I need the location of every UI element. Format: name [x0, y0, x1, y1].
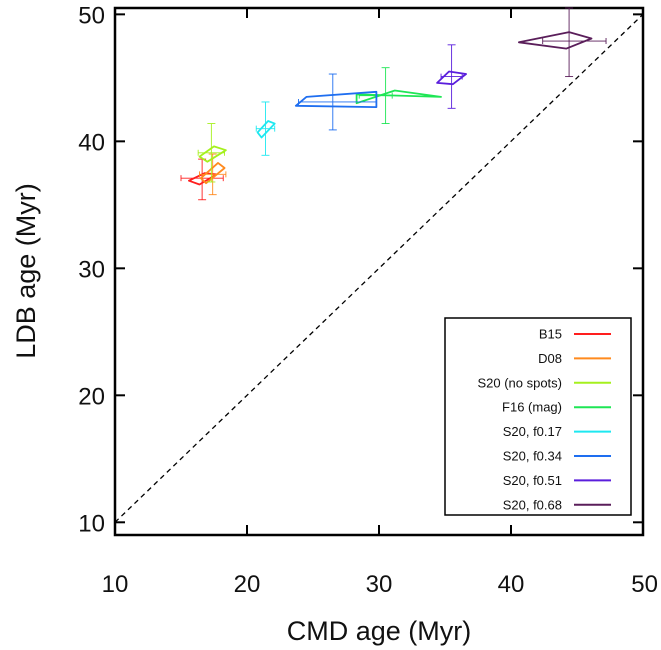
legend-label: S20, f0.68	[503, 497, 562, 512]
legend-label: S20, f0.17	[503, 424, 562, 439]
tick-labels: 10 20 30 40 50 10 20 30 40 50	[78, 2, 658, 598]
model-box	[355, 89, 442, 105]
x-axis-title: CMD age (Myr)	[287, 616, 472, 646]
legend-label: S20 (no spots)	[477, 375, 562, 390]
y-tick-label: 50	[78, 2, 105, 29]
model-box	[198, 145, 227, 163]
x-tick-label: 50	[631, 571, 658, 598]
legend-label: S20, f0.34	[503, 449, 562, 464]
model-box	[518, 31, 593, 50]
series-layer	[180, 7, 607, 201]
y-tick-label: 40	[78, 129, 105, 156]
x-tick-label: 10	[102, 571, 129, 598]
series-7	[518, 7, 607, 78]
y-tick-label: 20	[78, 383, 105, 410]
model-box	[436, 70, 468, 86]
legend-box	[444, 317, 632, 516]
legend: B15 D08 S20 (no spots) F16 (mag) S20, f0.17 S…	[444, 317, 632, 516]
series-1	[199, 153, 227, 196]
x-tick-label: 20	[234, 571, 261, 598]
series-6	[436, 44, 468, 109]
x-tick-label: 40	[498, 571, 525, 598]
legend-label: S20, f0.51	[503, 473, 562, 488]
x-tick-label: 30	[366, 571, 393, 598]
tick-marks	[114, 8, 644, 535]
legend-label: B15	[539, 327, 562, 342]
model-box	[256, 120, 276, 139]
legend-label: F16 (mag)	[502, 400, 562, 415]
series-5	[294, 73, 378, 131]
y-tick-label: 30	[78, 256, 105, 283]
series-3	[355, 67, 442, 125]
series-2	[197, 123, 227, 183]
legend-label: D08	[538, 351, 562, 366]
y-tick-label: 10	[78, 510, 105, 537]
y-axis-title: LDB age (Myr)	[11, 183, 41, 359]
series-4	[255, 101, 276, 156]
model-box	[199, 161, 226, 185]
model-box	[294, 90, 378, 108]
